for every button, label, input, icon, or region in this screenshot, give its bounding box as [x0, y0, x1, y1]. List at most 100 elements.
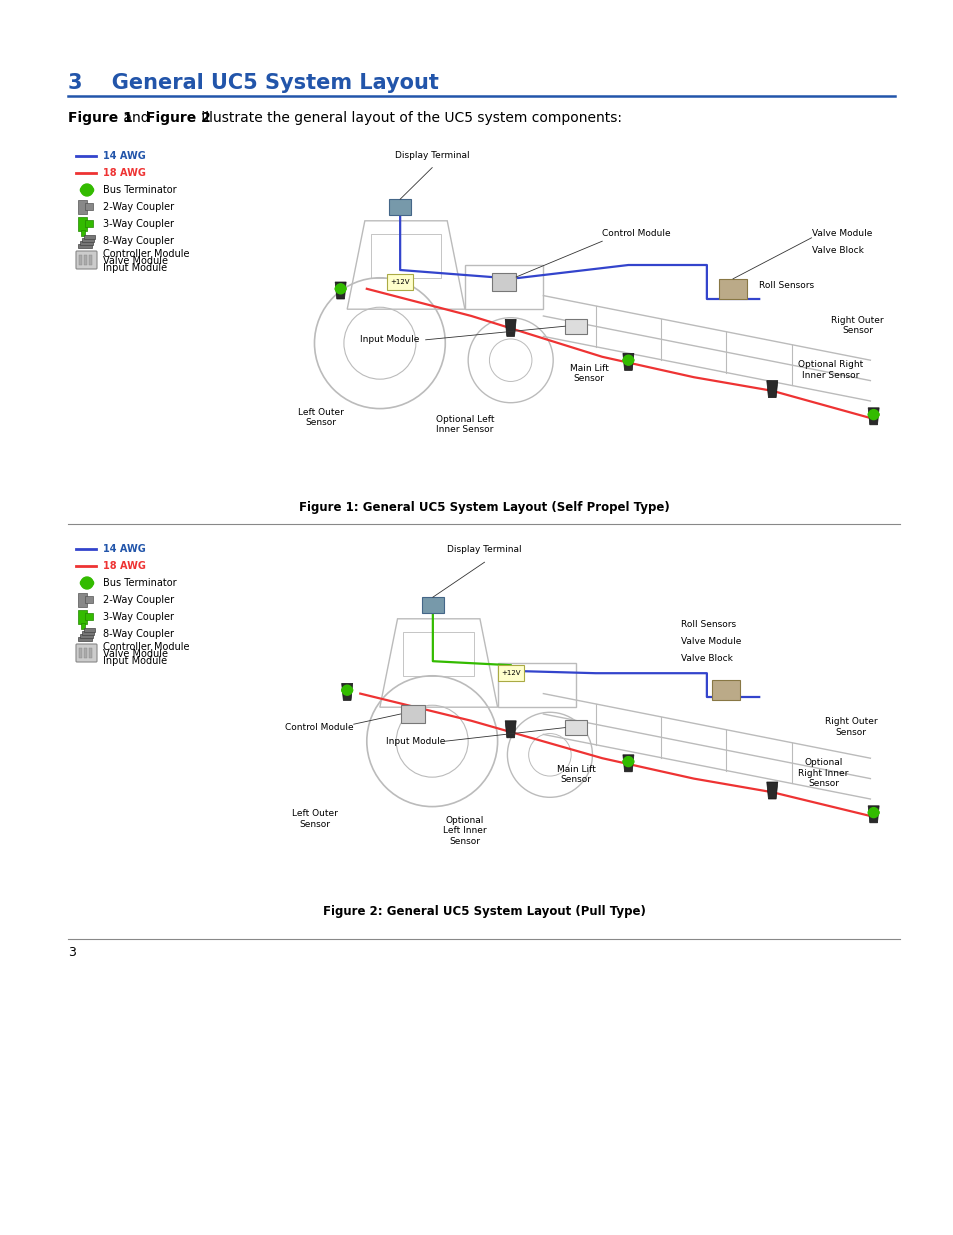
Text: Valve Block: Valve Block [680, 655, 732, 663]
Ellipse shape [80, 579, 93, 587]
Bar [81, 622, 85, 629]
Circle shape [81, 184, 92, 196]
Text: Roll Sensors: Roll Sensors [759, 280, 814, 290]
Ellipse shape [80, 185, 93, 194]
Text: +12V: +12V [500, 671, 520, 677]
Bar [464, 266, 543, 309]
Text: 18 AWG: 18 AWG [103, 561, 146, 571]
Bar [89, 254, 91, 266]
Bar [497, 666, 523, 682]
Bar [85, 597, 92, 603]
Text: Control Module: Control Module [601, 228, 670, 238]
Bar [80, 634, 92, 638]
Bar [400, 705, 424, 722]
Bar [84, 629, 95, 632]
Text: Display Terminal: Display Terminal [395, 151, 469, 159]
Bar [564, 720, 586, 735]
Text: and: and [119, 111, 153, 125]
Bar [79, 648, 82, 658]
Circle shape [342, 685, 352, 695]
Text: Controller Module: Controller Module [103, 642, 190, 652]
Bar [371, 235, 441, 278]
Text: 14 AWG: 14 AWG [103, 543, 146, 555]
Text: General UC5 System Layout: General UC5 System Layout [90, 73, 438, 93]
Bar [84, 648, 87, 658]
Text: Valve Module: Valve Module [103, 256, 168, 266]
Text: Left Outer
Sensor: Left Outer Sensor [297, 408, 344, 427]
Bar [564, 319, 586, 333]
Bar [78, 200, 87, 214]
Circle shape [335, 284, 345, 294]
Bar [84, 235, 95, 240]
Bar [387, 274, 413, 290]
Text: Display Terminal: Display Terminal [447, 545, 521, 555]
Text: Input Module: Input Module [386, 737, 445, 746]
Bar [89, 648, 91, 658]
Polygon shape [622, 755, 633, 772]
Polygon shape [335, 282, 346, 299]
Text: Right Outer
Sensor: Right Outer Sensor [830, 316, 882, 336]
Bar [80, 241, 92, 245]
Text: Left Outer
Sensor: Left Outer Sensor [292, 809, 337, 829]
Polygon shape [766, 380, 777, 398]
Text: Input Module: Input Module [103, 656, 167, 666]
Polygon shape [505, 721, 516, 737]
Text: Valve Module: Valve Module [811, 228, 871, 238]
Text: 8-Way Coupler: 8-Way Coupler [103, 236, 173, 246]
Text: Optional Left
Inner Sensor: Optional Left Inner Sensor [436, 415, 494, 433]
Text: 2-Way Coupler: 2-Way Coupler [103, 203, 174, 212]
Ellipse shape [335, 285, 346, 293]
FancyBboxPatch shape [76, 643, 97, 662]
Text: Input Module: Input Module [359, 335, 418, 345]
Bar [84, 254, 87, 266]
Text: Optional
Right Inner
Sensor: Optional Right Inner Sensor [798, 758, 848, 788]
Text: Valve Block: Valve Block [811, 246, 862, 254]
Text: Controller Module: Controller Module [103, 249, 190, 259]
Bar [85, 203, 92, 210]
Text: Valve Module: Valve Module [680, 637, 740, 646]
Text: +12V: +12V [390, 279, 410, 285]
Bar [497, 663, 576, 708]
Ellipse shape [622, 758, 633, 766]
Text: Bus Terminator: Bus Terminator [103, 185, 176, 195]
FancyBboxPatch shape [76, 251, 97, 269]
Text: Roll Sensors: Roll Sensors [680, 620, 735, 629]
Polygon shape [505, 320, 516, 336]
Text: 14 AWG: 14 AWG [103, 151, 146, 161]
Text: 3: 3 [68, 73, 82, 93]
Text: Control Module: Control Module [285, 724, 354, 732]
Polygon shape [766, 782, 777, 799]
Text: 18 AWG: 18 AWG [103, 168, 146, 178]
Text: 3: 3 [68, 946, 76, 960]
Bar [403, 632, 474, 677]
Bar [421, 598, 443, 614]
Text: 2-Way Coupler: 2-Way Coupler [103, 595, 174, 605]
Bar [85, 220, 92, 227]
Text: Figure 1: Figure 1 [68, 111, 132, 125]
Polygon shape [867, 408, 879, 425]
Circle shape [622, 757, 633, 767]
Text: 3-Way Coupler: 3-Way Coupler [103, 219, 173, 228]
Text: Bus Terminator: Bus Terminator [103, 578, 176, 588]
Bar [79, 254, 82, 266]
Bar [78, 610, 87, 624]
Text: Valve Module: Valve Module [103, 650, 168, 659]
Bar [712, 680, 740, 700]
Text: Right Outer
Sensor: Right Outer Sensor [823, 718, 877, 737]
Text: Optional
Left Inner
Sensor: Optional Left Inner Sensor [442, 816, 486, 846]
Bar [492, 273, 516, 291]
Bar [78, 637, 91, 641]
Text: 3-Way Coupler: 3-Way Coupler [103, 613, 173, 622]
Text: Main Lift
Sensor: Main Lift Sensor [569, 363, 608, 383]
Circle shape [868, 808, 878, 818]
Text: illustrate the general layout of the UC5 system components:: illustrate the general layout of the UC5… [196, 111, 621, 125]
Text: Optional Right
Inner Sensor: Optional Right Inner Sensor [798, 361, 862, 379]
Text: Figure 1: General UC5 System Layout (Self Propel Type): Figure 1: General UC5 System Layout (Sel… [298, 501, 669, 515]
Circle shape [622, 356, 633, 366]
Bar [78, 245, 91, 248]
Bar [389, 199, 411, 215]
Text: Figure 2: General UC5 System Layout (Pull Type): Figure 2: General UC5 System Layout (Pul… [322, 904, 645, 918]
Text: 8-Way Coupler: 8-Way Coupler [103, 629, 173, 638]
Circle shape [868, 410, 878, 420]
Text: Input Module: Input Module [103, 263, 167, 273]
